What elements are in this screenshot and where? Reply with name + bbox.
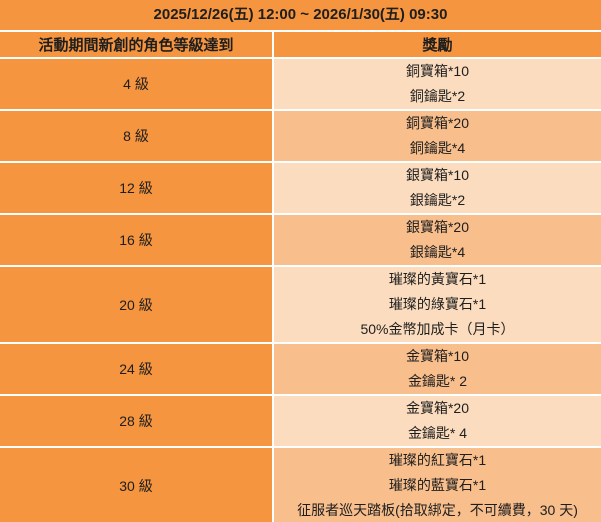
table-row: 12 級 銀寶箱*10 銀鑰匙*2 xyxy=(0,161,601,215)
reward-line: 銀寶箱*10 xyxy=(405,167,470,183)
reward-cell: 銀寶箱*20 銀鑰匙*4 xyxy=(272,213,601,267)
reward-line: 銀鑰匙*2 xyxy=(409,192,466,208)
level-cell: 8 級 xyxy=(0,109,274,163)
reward-line: 金鑰匙* 4 xyxy=(407,425,468,441)
reward-cell: 金寶箱*10 金鑰匙* 2 xyxy=(272,342,601,396)
reward-cell: 璀璨的紅寶石*1 璀璨的藍寶石*1 征服者巡天踏板(拾取綁定，不可續費，30 天… xyxy=(272,446,601,522)
reward-line: 征服者巡天踏板(拾取綁定，不可續費，30 天) xyxy=(297,502,578,518)
reward-line: 金寶箱*20 xyxy=(405,400,470,416)
column-header-reward: 獎勵 xyxy=(272,31,601,59)
reward-cell: 銅寶箱*20 銅鑰匙*4 xyxy=(272,109,601,163)
table-row: 24 級 金寶箱*10 金鑰匙* 2 xyxy=(0,342,601,396)
table-row: 20 級 璀璨的黃寶石*1 璀璨的綠寶石*1 50%金幣加成卡（月卡） xyxy=(0,265,601,344)
reward-line: 璀璨的藍寶石*1 xyxy=(388,477,487,493)
level-cell: 16 級 xyxy=(0,213,274,267)
table-row: 8 級 銅寶箱*20 銅鑰匙*4 xyxy=(0,109,601,163)
column-header-level: 活動期間新創的角色等級達到 xyxy=(0,31,274,59)
table-row: 28 級 金寶箱*20 金鑰匙* 4 xyxy=(0,394,601,448)
level-cell: 24 級 xyxy=(0,342,274,396)
reward-line: 銅寶箱*10 xyxy=(405,63,470,79)
reward-line: 璀璨的綠寶石*1 xyxy=(388,296,487,312)
table-row: 16 級 銀寶箱*20 銀鑰匙*4 xyxy=(0,213,601,267)
reward-table: 活動期間新創的角色等級達到 獎勵 4 級 銅寶箱*10 銅鑰匙*2 8 級 銅寶… xyxy=(0,31,601,522)
reward-line: 璀璨的黃寶石*1 xyxy=(388,271,487,287)
reward-cell: 銀寶箱*10 銀鑰匙*2 xyxy=(272,161,601,215)
reward-line: 金寶箱*10 xyxy=(405,348,470,364)
level-cell: 30 級 xyxy=(0,446,274,522)
reward-cell: 金寶箱*20 金鑰匙* 4 xyxy=(272,394,601,448)
level-cell: 12 級 xyxy=(0,161,274,215)
reward-line: 金鑰匙* 2 xyxy=(407,373,468,389)
level-cell: 28 級 xyxy=(0,394,274,448)
reward-line: 銀寶箱*20 xyxy=(405,219,470,235)
reward-cell: 璀璨的黃寶石*1 璀璨的綠寶石*1 50%金幣加成卡（月卡） xyxy=(272,265,601,344)
reward-line: 銀鑰匙*4 xyxy=(409,244,466,260)
header-row: 活動期間新創的角色等級達到 獎勵 xyxy=(0,31,601,59)
table-row: 4 級 銅寶箱*10 銅鑰匙*2 xyxy=(0,57,601,111)
event-period-header: 2025/12/26(五) 12:00 ~ 2026/1/30(五) 09:30 xyxy=(0,0,601,32)
reward-cell: 銅寶箱*10 銅鑰匙*2 xyxy=(272,57,601,111)
level-cell: 4 級 xyxy=(0,57,274,111)
reward-line: 銅鑰匙*4 xyxy=(409,140,466,156)
reward-line: 銅鑰匙*2 xyxy=(409,88,466,104)
table-row: 30 級 璀璨的紅寶石*1 璀璨的藍寶石*1 征服者巡天踏板(拾取綁定，不可續費… xyxy=(0,446,601,522)
reward-line: 璀璨的紅寶石*1 xyxy=(388,452,487,468)
level-cell: 20 級 xyxy=(0,265,274,344)
reward-line: 50%金幣加成卡（月卡） xyxy=(360,321,515,337)
reward-line: 銅寶箱*20 xyxy=(405,115,470,131)
